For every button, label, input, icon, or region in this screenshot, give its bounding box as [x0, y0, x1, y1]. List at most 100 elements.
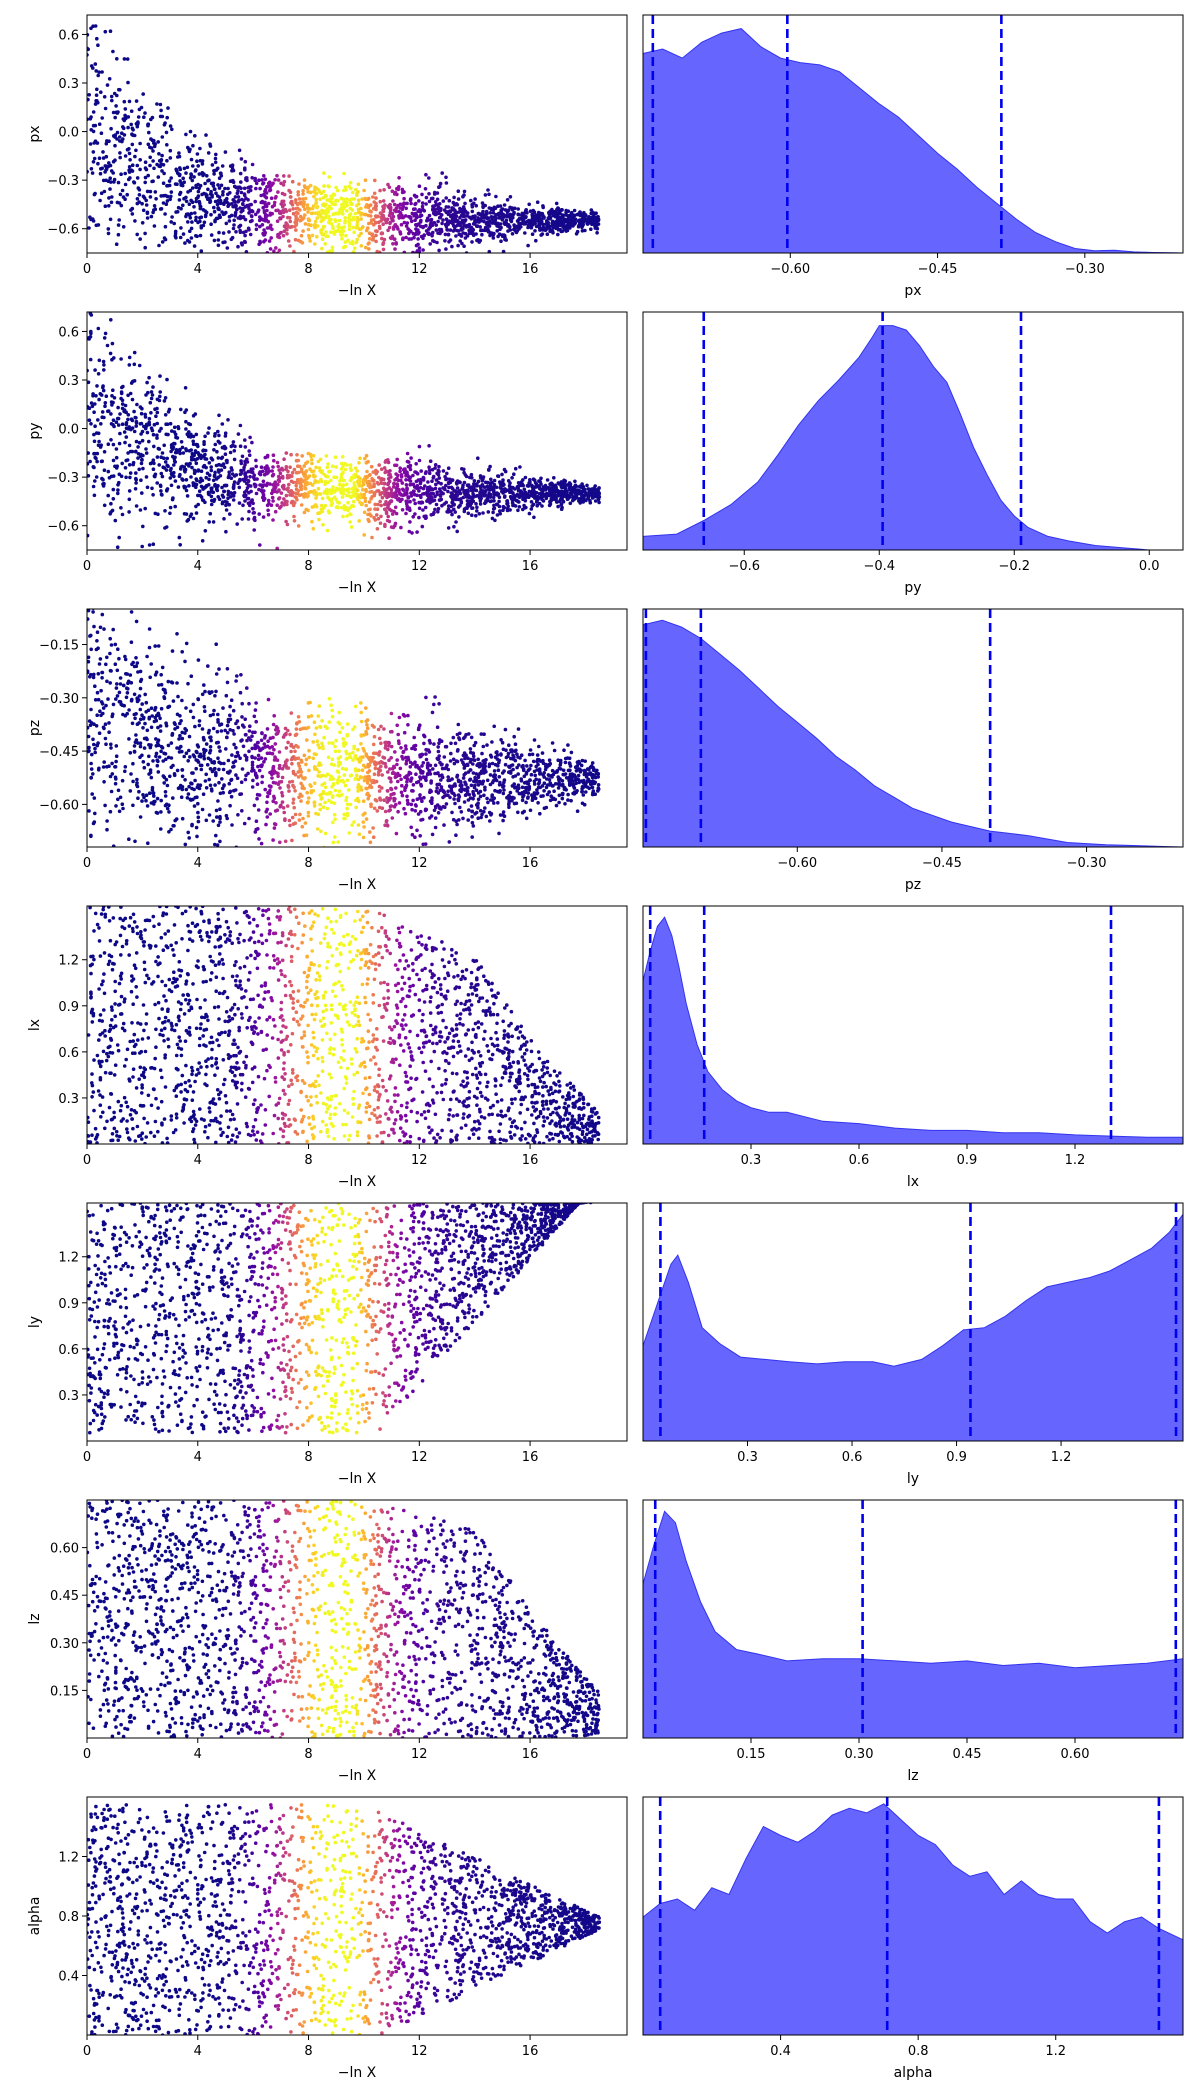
- trace-point: [130, 212, 135, 216]
- trace-point: [96, 418, 100, 422]
- trace-point: [481, 204, 485, 209]
- trace-point: [123, 266, 127, 270]
- trace-point: [228, 728, 232, 732]
- trace-point: [386, 491, 391, 496]
- trace-y-axis-label: py: [27, 422, 43, 439]
- trace-point: [160, 665, 165, 670]
- trace-point: [317, 517, 321, 522]
- trace-point: [435, 191, 440, 195]
- trace-point: [101, 385, 105, 390]
- trace-point: [408, 465, 412, 470]
- trace-point: [254, 819, 259, 823]
- trace-point: [414, 195, 418, 199]
- trace-point: [274, 801, 278, 805]
- trace-point: [129, 381, 134, 385]
- trace-point: [458, 239, 463, 243]
- trace-point: [145, 380, 149, 385]
- trace-point: [170, 215, 174, 219]
- trace-point: [231, 226, 236, 231]
- trace-point: [413, 501, 418, 506]
- trace-point: [415, 249, 420, 253]
- trace-point: [325, 806, 330, 811]
- trace-point: [262, 228, 266, 232]
- trace-point: [500, 472, 504, 477]
- trace-point: [108, 187, 112, 191]
- trace-xtick-label: 0: [83, 856, 91, 871]
- trace-point: [108, 681, 112, 685]
- trace-point: [551, 230, 555, 235]
- trace-point: [166, 106, 170, 110]
- trace-point: [176, 485, 181, 489]
- trace-point: [90, 752, 94, 757]
- trace-point: [262, 472, 267, 477]
- trace-point: [450, 244, 454, 249]
- trace-point: [331, 840, 336, 845]
- trace-point: [287, 174, 291, 178]
- trace-point: [491, 485, 496, 490]
- trace-point: [99, 191, 104, 195]
- trace-point: [183, 241, 187, 245]
- trace-point: [446, 212, 451, 217]
- trace-point: [583, 228, 587, 233]
- trace-point: [412, 735, 417, 740]
- trace-point: [109, 400, 114, 404]
- trace-point: [541, 204, 545, 208]
- trace-point: [583, 490, 587, 494]
- trace-point: [438, 489, 443, 494]
- trace-point: [213, 187, 217, 191]
- trace-point: [167, 407, 172, 412]
- trace-point: [145, 216, 150, 220]
- trace-point: [203, 529, 208, 533]
- trace-point: [265, 464, 269, 468]
- trace-point: [336, 222, 341, 227]
- trace-point: [363, 456, 367, 461]
- trace-point: [95, 87, 99, 92]
- trace-point: [353, 484, 357, 489]
- trace-point: [371, 195, 375, 199]
- trace-point: [343, 216, 348, 220]
- trace-point: [207, 178, 211, 182]
- trace-point: [106, 697, 110, 701]
- trace-point: [217, 497, 222, 502]
- trace-point: [200, 162, 205, 166]
- trace-point: [441, 469, 446, 473]
- trace-point: [372, 484, 376, 489]
- trace-point: [394, 242, 399, 246]
- trace-point: [277, 468, 282, 472]
- trace-ytick-label: 0.6: [58, 28, 79, 43]
- trace-point: [136, 120, 140, 124]
- trace-point: [97, 262, 101, 266]
- trace-point: [288, 465, 292, 470]
- trace-point: [433, 486, 438, 491]
- trace-point: [111, 487, 116, 492]
- trace-point: [188, 422, 193, 427]
- trace-point: [141, 208, 146, 213]
- trace-point: [352, 481, 357, 485]
- trace-point: [535, 200, 540, 204]
- trace-point: [138, 707, 143, 712]
- trace-point: [231, 440, 236, 444]
- trace-point: [438, 181, 443, 186]
- trace-point: [165, 184, 169, 188]
- trace-point: [114, 420, 119, 425]
- trace-point: [137, 467, 141, 472]
- trace-point: [120, 131, 124, 135]
- trace-point: [148, 155, 152, 160]
- trace-point: [476, 211, 481, 216]
- trace-point: [422, 209, 427, 213]
- trace-point: [162, 466, 167, 470]
- trace-point: [272, 458, 276, 463]
- trace-point: [431, 196, 435, 201]
- trace-point: [211, 520, 216, 524]
- trace-point: [183, 469, 187, 474]
- trace-point: [191, 457, 196, 462]
- trace-point: [419, 224, 423, 229]
- trace-point: [386, 504, 390, 508]
- trace-point: [258, 224, 262, 229]
- trace-point: [581, 222, 585, 227]
- trace-point: [260, 223, 265, 227]
- trace-point: [262, 174, 266, 178]
- trace-point: [245, 457, 249, 462]
- trace-point: [391, 485, 396, 489]
- trace-point: [119, 203, 124, 208]
